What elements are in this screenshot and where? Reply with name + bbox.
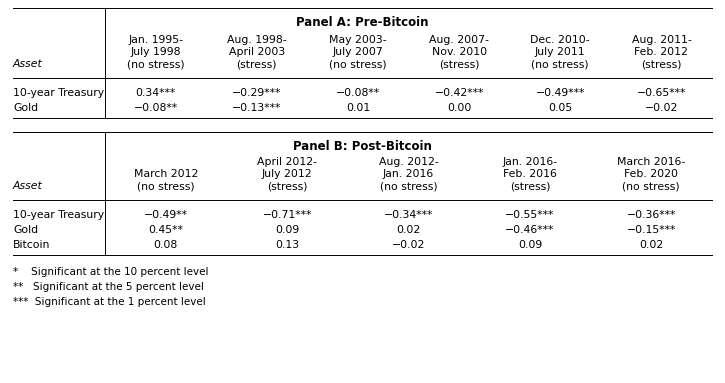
- Text: **   Significant at the 5 percent level: ** Significant at the 5 percent level: [13, 282, 204, 292]
- Text: April 2012-: April 2012-: [257, 157, 317, 167]
- Text: Feb. 2020: Feb. 2020: [624, 169, 679, 179]
- Text: 0.09: 0.09: [518, 240, 542, 250]
- Text: −0.49***: −0.49***: [536, 88, 585, 98]
- Text: −0.42***: −0.42***: [434, 88, 484, 98]
- Text: (no stress): (no stress): [380, 181, 437, 191]
- Text: −0.13***: −0.13***: [232, 103, 281, 113]
- Text: May 2003-: May 2003-: [329, 35, 386, 45]
- Text: Panel B: Post-Bitcoin: Panel B: Post-Bitcoin: [293, 139, 432, 152]
- Text: Bitcoin: Bitcoin: [13, 240, 50, 250]
- Text: Panel A: Pre-Bitcoin: Panel A: Pre-Bitcoin: [297, 15, 428, 28]
- Text: July 2007: July 2007: [333, 47, 384, 57]
- Text: Gold: Gold: [13, 225, 38, 235]
- Text: (stress): (stress): [267, 181, 307, 191]
- Text: Feb. 2016: Feb. 2016: [503, 169, 557, 179]
- Text: Jan. 2016: Jan. 2016: [383, 169, 434, 179]
- Text: 0.13: 0.13: [275, 240, 299, 250]
- Text: 0.01: 0.01: [346, 103, 370, 113]
- Text: 0.05: 0.05: [548, 103, 572, 113]
- Text: Jan. 1995-: Jan. 1995-: [128, 35, 183, 45]
- Text: July 1998: July 1998: [130, 47, 181, 57]
- Text: −0.02: −0.02: [392, 240, 425, 250]
- Text: 10-year Treasury: 10-year Treasury: [13, 88, 104, 98]
- Text: −0.71***: −0.71***: [262, 210, 312, 220]
- Text: 0.02: 0.02: [397, 225, 420, 235]
- Text: March 2012: March 2012: [133, 169, 198, 179]
- Text: (no stress): (no stress): [137, 181, 194, 191]
- Text: Jan. 2016-: Jan. 2016-: [502, 157, 558, 167]
- Text: Gold: Gold: [13, 103, 38, 113]
- Text: 0.45**: 0.45**: [148, 225, 183, 235]
- Text: Dec. 2010-: Dec. 2010-: [531, 35, 590, 45]
- Text: (stress): (stress): [236, 59, 277, 69]
- Text: −0.08**: −0.08**: [133, 103, 178, 113]
- Text: −0.02: −0.02: [645, 103, 678, 113]
- Text: Feb. 2012: Feb. 2012: [634, 47, 688, 57]
- Text: March 2016-: March 2016-: [617, 157, 685, 167]
- Text: 10-year Treasury: 10-year Treasury: [13, 210, 104, 220]
- Text: −0.65***: −0.65***: [637, 88, 686, 98]
- Text: July 2011: July 2011: [535, 47, 586, 57]
- Text: −0.29***: −0.29***: [232, 88, 281, 98]
- Text: 0.02: 0.02: [639, 240, 663, 250]
- Text: July 2012: July 2012: [262, 169, 312, 179]
- Text: −0.08**: −0.08**: [336, 88, 380, 98]
- Text: −0.36***: −0.36***: [626, 210, 676, 220]
- Text: (stress): (stress): [510, 181, 550, 191]
- Text: Aug. 2011-: Aug. 2011-: [631, 35, 692, 45]
- Text: (no stress): (no stress): [329, 59, 386, 69]
- Text: Asset: Asset: [13, 181, 43, 191]
- Text: −0.55***: −0.55***: [505, 210, 555, 220]
- Text: (no stress): (no stress): [623, 181, 680, 191]
- Text: April 2003: April 2003: [228, 47, 285, 57]
- Text: −0.34***: −0.34***: [384, 210, 433, 220]
- Text: (stress): (stress): [641, 59, 681, 69]
- Text: Aug. 2007-: Aug. 2007-: [429, 35, 489, 45]
- Text: *    Significant at the 10 percent level: * Significant at the 10 percent level: [13, 267, 209, 277]
- Text: (no stress): (no stress): [127, 59, 184, 69]
- Text: 0.09: 0.09: [275, 225, 299, 235]
- Text: Aug. 1998-: Aug. 1998-: [227, 35, 286, 45]
- Text: Nov. 2010: Nov. 2010: [431, 47, 486, 57]
- Text: −0.46***: −0.46***: [505, 225, 555, 235]
- Text: Aug. 2012-: Aug. 2012-: [378, 157, 439, 167]
- Text: Asset: Asset: [13, 59, 43, 69]
- Text: (stress): (stress): [439, 59, 479, 69]
- Text: 0.00: 0.00: [447, 103, 471, 113]
- Text: (no stress): (no stress): [531, 59, 589, 69]
- Text: ***  Significant at the 1 percent level: *** Significant at the 1 percent level: [13, 297, 206, 307]
- Text: −0.49**: −0.49**: [144, 210, 188, 220]
- Text: 0.34***: 0.34***: [136, 88, 175, 98]
- Text: 0.08: 0.08: [154, 240, 178, 250]
- Text: −0.15***: −0.15***: [626, 225, 676, 235]
